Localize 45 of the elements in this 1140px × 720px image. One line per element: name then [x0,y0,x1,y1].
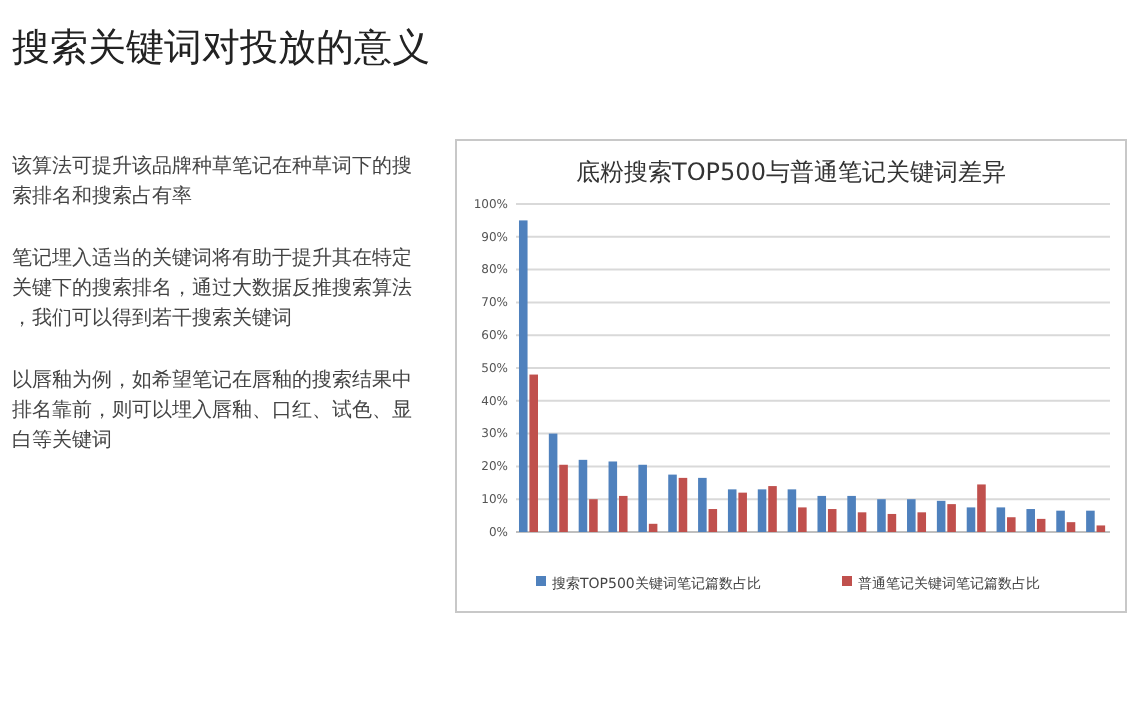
text: 笔记埋入适当的关键词将有助于提升其在特定关键下的搜索排名，通过大数据反推搜索算法，我们可以得到若干搜索关键词 [12,246,412,330]
bar [708,509,718,532]
bar [727,489,737,532]
bar [977,484,986,532]
bar [768,486,777,532]
bar [917,512,927,532]
bar [1036,518,1046,532]
bar [1007,517,1016,532]
bar [877,499,886,532]
bar [757,489,767,532]
bar [738,492,747,532]
bar [698,477,707,532]
bar [678,477,688,532]
bar [947,504,956,532]
bar [559,464,568,532]
bar [608,461,618,532]
bar [857,512,867,532]
bar [887,513,897,532]
bar [618,495,628,532]
bar [518,220,528,532]
bar [847,495,856,532]
bar [648,523,658,532]
bar [638,464,647,532]
bar [668,474,677,532]
bar [966,507,976,532]
bar [1066,522,1076,532]
text: 搜索关键词对投放的意义 [12,26,430,70]
bar [787,489,797,532]
bar [1056,510,1065,532]
bar [907,499,916,532]
bar [827,509,837,532]
bar [548,433,558,532]
bar [529,374,538,532]
bar [798,507,807,532]
bar [996,507,1006,532]
bar [578,459,588,532]
text: 该算法可提升该品牌种草笔记在种草词下的搜索排名和搜索占有率 [12,154,412,208]
bar [936,500,946,532]
text: 以唇釉为例，如希望笔记在唇釉的搜索结果中排名靠前，则可以埋入唇釉、口红、试色、显白等关键词 [12,368,412,452]
bar [589,499,598,532]
bar [1026,509,1035,532]
bar [817,495,827,532]
bar [1096,525,1106,532]
bar [1086,510,1095,532]
chart-title: 底粉搜索TOP500与普通笔记关键词差异 [576,158,1006,186]
